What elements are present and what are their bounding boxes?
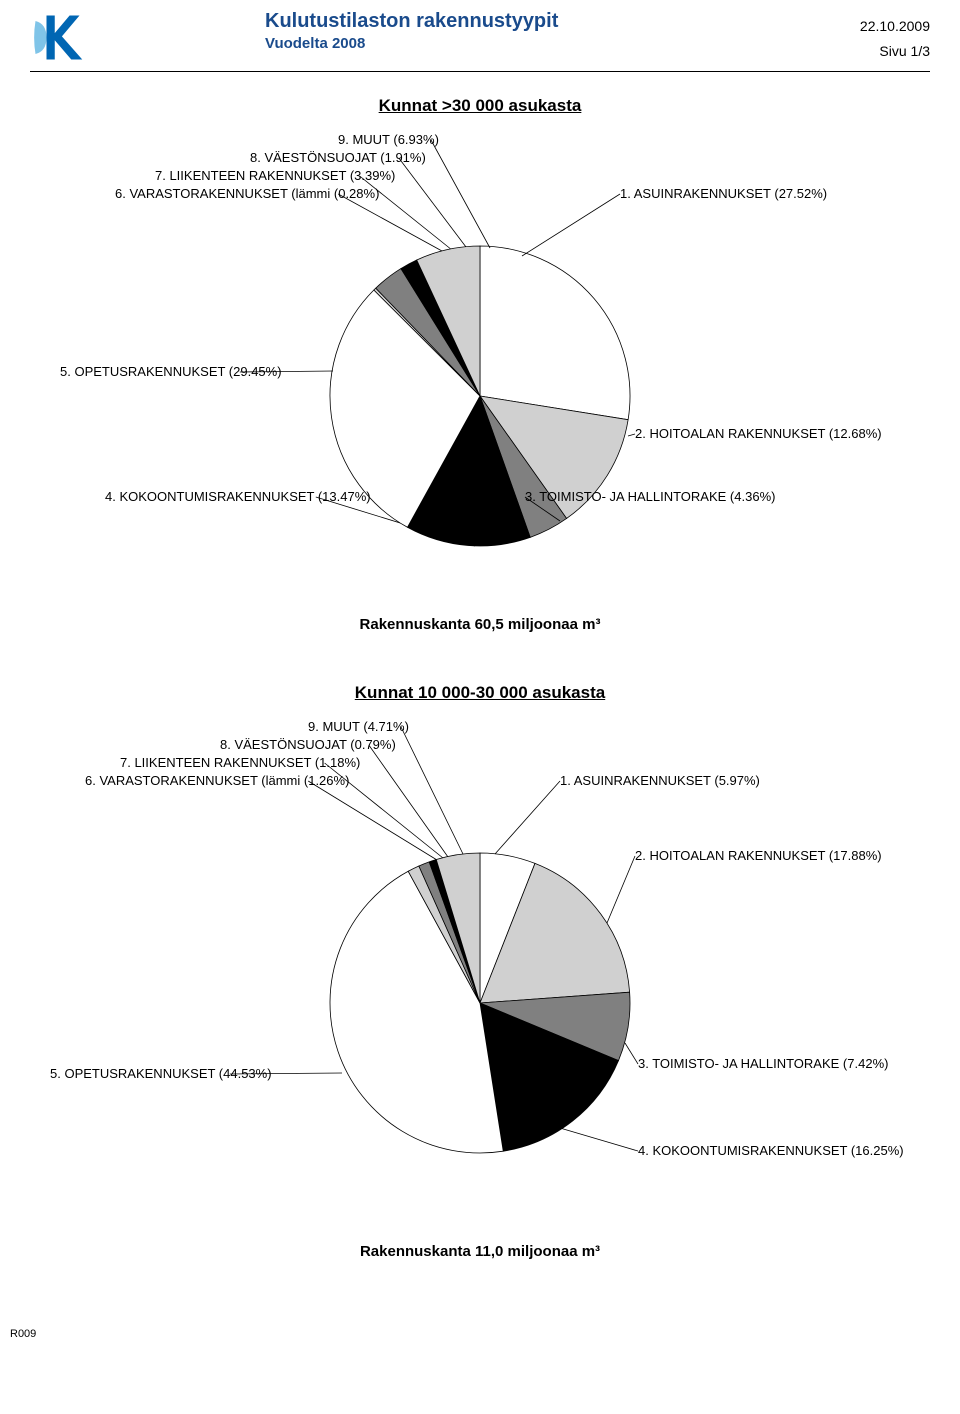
slice-label: 7. LIIKENTEEN RAKENNUKSET (3.39%)	[155, 168, 395, 183]
doc-subtitle: Vuodelta 2008	[265, 35, 860, 52]
doc-title: Kulutustilaston rakennustyypit	[265, 10, 860, 33]
leader-line	[399, 158, 466, 247]
slice-label: 8. VÄESTÖNSUOJAT (1.91%)	[250, 150, 426, 165]
chart2-title: Kunnat 10 000-30 000 asukasta	[30, 683, 930, 703]
slice-label: 5. OPETUSRAKENNUKSET (29.45%)	[60, 364, 282, 379]
leader-line	[607, 856, 635, 923]
slice-label: 8. VÄESTÖNSUOJAT (0.79%)	[220, 737, 396, 752]
leader-line	[625, 1043, 638, 1064]
slice-label: 6. VARASTORAKENNUKSET (lämmi (1.26%)	[85, 773, 349, 788]
leader-line	[628, 434, 635, 436]
footer-code: R009	[10, 1328, 36, 1340]
page-header: Kulutustilaston rakennustyypit Vuodelta …	[30, 10, 930, 72]
slice-label: 4. KOKOONTUMISRAKENNUKSET (16.25%)	[638, 1143, 904, 1158]
leader-line	[522, 194, 620, 256]
chart2-block: 1. ASUINRAKENNUKSET (5.97%) 2. HOITOALAN …	[30, 713, 930, 1223]
leader-line	[369, 745, 448, 857]
header-titles: Kulutustilaston rakennustyypit Vuodelta …	[105, 10, 860, 52]
slice-label: 5. OPETUSRAKENNUKSET (44.53%)	[50, 1066, 272, 1081]
pie-slice	[480, 246, 630, 420]
slice-label: 2. HOITOALAN RAKENNUKSET (12.68%)	[635, 426, 882, 441]
chart1-caption: Rakennuskanta 60,5 miljoonaa m³	[30, 616, 930, 633]
page: Kulutustilaston rakennustyypit Vuodelta …	[0, 0, 960, 1350]
doc-date: 22.10.2009	[860, 14, 930, 39]
leader-line	[338, 194, 442, 251]
chart1-block: 1. ASUINRAKENNUKSET (27.52%) 2. HOITOALAN…	[30, 126, 930, 596]
header-right: 22.10.2009 Sivu 1/3	[860, 10, 930, 64]
slice-label: 4. KOKOONTUMISRAKENNUKSET (13.47%)	[105, 489, 371, 504]
leader-line	[560, 1128, 638, 1151]
slice-label: 9. MUUT (6.93%)	[338, 132, 439, 147]
slice-label: 1. ASUINRAKENNUKSET (27.52%)	[620, 186, 827, 201]
slice-label: 3. TOIMISTO- JA HALLINTORAKE (4.36%)	[525, 489, 775, 504]
chart1-title: Kunnat >30 000 asukasta	[30, 96, 930, 116]
slice-label: 9. MUUT (4.71%)	[308, 719, 409, 734]
leader-line	[431, 140, 490, 248]
slice-label: 6. VARASTORAKENNUKSET (lämmi (0.28%)	[115, 186, 379, 201]
slice-label: 7. LIIKENTEEN RAKENNUKSET (1.18%)	[120, 755, 360, 770]
slice-label: 1. ASUINRAKENNUKSET (5.97%)	[560, 773, 760, 788]
slice-label: 3. TOIMISTO- JA HALLINTORAKE (7.42%)	[638, 1056, 888, 1071]
chart2-caption: Rakennuskanta 11,0 miljoonaa m³	[30, 1243, 930, 1260]
leader-line	[495, 781, 560, 854]
page-number: Sivu 1/3	[860, 39, 930, 64]
slice-label: 2. HOITOALAN RAKENNUKSET (17.88%)	[635, 848, 882, 863]
leader-line	[308, 781, 437, 860]
logo-icon	[30, 10, 85, 65]
